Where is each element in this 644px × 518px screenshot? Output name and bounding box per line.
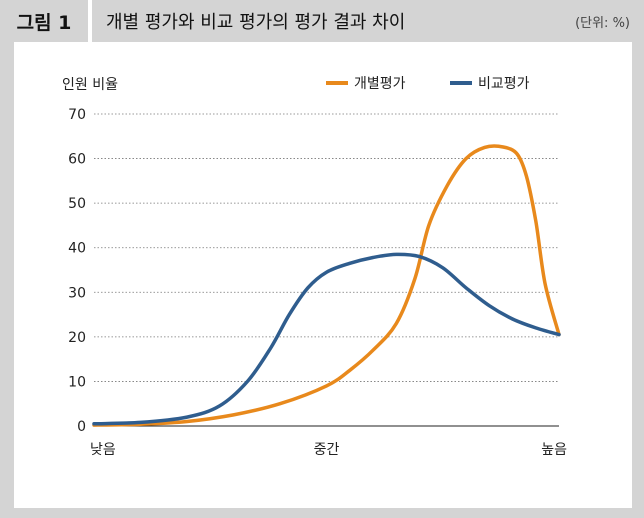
x-tick-label-1: 중간: [314, 442, 340, 458]
legend-label-1: 비교평가: [478, 76, 530, 92]
unit-label: (단위: %): [575, 15, 630, 31]
y-tick-label-1: 10: [68, 374, 86, 390]
series-line-1: [92, 252, 561, 426]
header-divider: [88, 0, 92, 42]
line-chart: 인원 비율 0 10 20 30 40 50 60 70 낮음 중간 높음 개별평가 비교평가: [62, 76, 567, 458]
y-tick-label-3: 30: [68, 285, 86, 301]
y-tick-label-7: 70: [68, 107, 86, 123]
series-line-0: [92, 144, 561, 427]
y-tick-label-4: 40: [68, 241, 86, 257]
y-tick-label-6: 60: [68, 152, 86, 168]
y-tick-label-5: 50: [68, 196, 86, 212]
legend-label-0: 개별평가: [354, 76, 406, 92]
x-tick-label-0: 낮음: [90, 442, 116, 458]
figure-header: 그림 1 개별 평가와 비교 평가의 평가 결과 차이 (단위: %): [0, 0, 644, 42]
chart-panel: 인원 비율 0 10 20 30 40 50 60 70 낮음 중간 높음 개별평가 비교평가: [14, 42, 632, 508]
x-tick-label-2: 높음: [541, 442, 567, 458]
figure-title: 개별 평가와 비교 평가의 평가 결과 차이: [106, 12, 406, 33]
y-axis-title: 인원 비율: [62, 77, 118, 93]
y-tick-label-2: 20: [68, 330, 86, 346]
figure-label: 그림 1: [16, 11, 72, 34]
y-tick-label-0: 0: [77, 419, 86, 435]
